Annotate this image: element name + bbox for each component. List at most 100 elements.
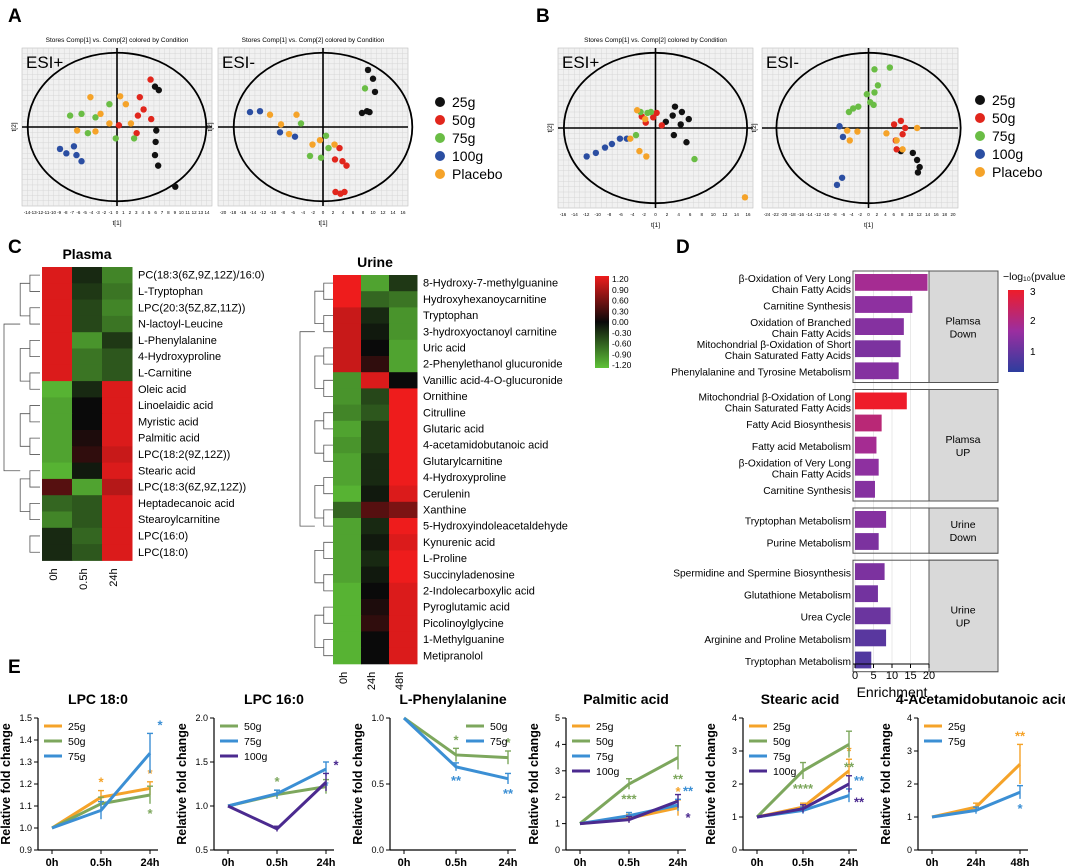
data-point-75g (84, 129, 92, 137)
y-tick-label: 1.0 (195, 801, 208, 811)
x-tick-label: 0h (222, 857, 235, 868)
x-tick-label: -2 (102, 210, 106, 215)
line-chart: Palmitic acid 0 1 2 3 4 5 Relative fold change 0… (527, 691, 694, 868)
legend-label: 100g (992, 146, 1023, 162)
pathway-label: Chain Saturated Fatty Acids (725, 403, 851, 414)
pathway-label: Chain Fatty Acids (772, 329, 851, 340)
heatmap-cell (361, 323, 390, 341)
row-label: 4-acetamidobutanoic acid (423, 440, 548, 452)
heatmap-cell (102, 495, 133, 512)
data-point-100g (592, 149, 600, 157)
enrichment-bar (855, 392, 907, 410)
colorbar-tick: 2 (1030, 316, 1036, 327)
data-point-25g (913, 156, 921, 164)
heatmap-cell (333, 599, 362, 616)
heatmap-cell (42, 315, 73, 333)
heatmap-cell (42, 527, 73, 545)
heatmap-cell (333, 404, 362, 422)
data-point-placebo (127, 120, 135, 127)
heatmap-cell (102, 267, 133, 284)
dendrogram-branch (314, 614, 324, 648)
row-label: Oleic acid (138, 384, 186, 396)
data-point-75g (92, 114, 99, 121)
data-point-placebo (116, 93, 124, 100)
data-point-25g (172, 183, 179, 190)
column-label: 0.5h (78, 568, 90, 589)
legend-label: 75g (68, 751, 86, 763)
heatmap-cell (72, 299, 103, 317)
pathway-label: Mitochondrial β-Oxidation of Long (698, 392, 851, 403)
x-tick-label: -9 (57, 210, 61, 215)
x-tick-label: 20 (923, 670, 935, 682)
data-point-25g (685, 115, 692, 123)
group-strip (928, 389, 999, 502)
pathway-label: Glutathione Metabolism (744, 591, 851, 602)
heatmap-cell (389, 404, 418, 422)
heatmap-cell (333, 291, 362, 308)
data-point-75g (874, 82, 882, 89)
legend-marker (435, 115, 445, 125)
x-tick-label: 2 (129, 210, 132, 215)
heatmap-cell (361, 372, 390, 389)
data-point-50g (136, 93, 143, 101)
y-tick-label: 2 (555, 792, 560, 802)
pathway-label: Arginine and Proline Metabolism (704, 635, 851, 646)
heatmap-cell (361, 307, 390, 325)
heatmap-cell (72, 430, 103, 447)
data-point-50g (893, 146, 900, 153)
dendrogram-branch (323, 509, 333, 527)
scatter-panels: Stores Comp[1] vs. Comp[2] colored by Co… (11, 37, 1043, 229)
heatmap-cell (389, 388, 418, 406)
row-label: Xanthine (423, 504, 466, 516)
pathway-label: Oxidation of Branched (750, 318, 851, 329)
x-tick-label: 10 (370, 210, 376, 215)
enrichment-bar (855, 585, 878, 603)
x-tick-label: 2 (666, 212, 669, 217)
data-point-75g (361, 85, 369, 92)
heatmap-cell (42, 511, 73, 529)
data-point-75g (845, 108, 853, 116)
dendrogram-branch (29, 405, 40, 423)
x-tick-label: 0h (398, 857, 411, 868)
x-tick-label: 8 (362, 210, 365, 215)
data-point-placebo (106, 120, 113, 127)
data-point-25g (364, 66, 372, 74)
heatmap-cell (389, 307, 418, 325)
data-point-25g (671, 103, 679, 110)
data-point-25g (371, 88, 379, 96)
row-label: 4-Hydroxyproline (138, 351, 221, 363)
significance-stars: * (274, 774, 280, 789)
x-tick-label: 12 (917, 212, 923, 217)
legend: 25g 50g 75g 100g Placebo (975, 92, 1043, 180)
heatmap-cell (102, 527, 133, 545)
x-tick-label: 4 (677, 212, 680, 217)
y-tick-label: 0.9 (19, 845, 32, 855)
row-label: Ornithine (423, 391, 468, 403)
significance-stars: * (675, 784, 681, 799)
heatmap-cell (333, 372, 362, 389)
x-tick-label: -8 (64, 210, 68, 215)
x-tick-label: 0 (116, 210, 119, 215)
row-label: Heptadecanoic acid (138, 498, 235, 510)
x-tick-label: 4 (342, 210, 345, 215)
heatmap-cell (389, 550, 418, 568)
heatmap-cell (102, 511, 133, 529)
data-point-50g (336, 144, 343, 152)
dendrogram-branch (323, 412, 333, 430)
data-point-50g (658, 122, 666, 129)
data-point-100g (276, 129, 284, 136)
heatmap-colorbar (595, 276, 609, 368)
legend-label: 75g (773, 751, 791, 763)
panel-label-a: A (8, 6, 22, 27)
legend-label: 100g (773, 766, 797, 778)
data-point-100g (583, 153, 590, 160)
data-point-placebo (285, 130, 293, 138)
data-point-75g (106, 100, 113, 108)
data-point-75g (78, 110, 85, 118)
data-point-placebo (87, 93, 94, 101)
column-label: 0h (338, 672, 350, 684)
legend-marker (435, 97, 445, 107)
chart-title: Stearic acid (761, 691, 840, 707)
x-tick-label: -14 (250, 210, 257, 215)
heatmap-cell (72, 527, 103, 545)
